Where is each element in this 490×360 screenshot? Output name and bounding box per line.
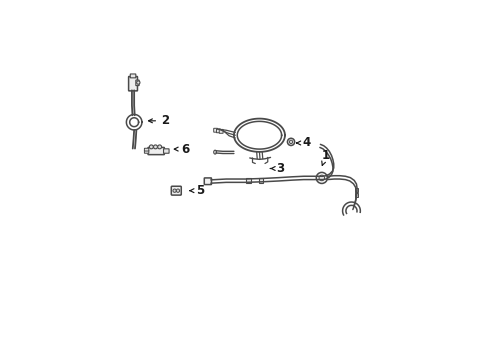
Circle shape (158, 145, 162, 149)
Bar (355, 193, 358, 197)
FancyBboxPatch shape (204, 178, 212, 185)
Circle shape (153, 145, 157, 149)
Bar (259, 177, 263, 183)
Ellipse shape (214, 150, 217, 154)
Bar (246, 177, 250, 183)
Text: 3: 3 (270, 162, 284, 175)
FancyBboxPatch shape (164, 149, 169, 153)
FancyBboxPatch shape (214, 128, 218, 132)
Circle shape (288, 138, 294, 145)
FancyBboxPatch shape (148, 148, 164, 155)
FancyBboxPatch shape (219, 129, 223, 133)
Text: 1: 1 (322, 149, 330, 165)
Circle shape (137, 81, 140, 84)
FancyBboxPatch shape (217, 129, 221, 133)
Circle shape (290, 140, 293, 144)
Circle shape (319, 175, 324, 181)
FancyBboxPatch shape (130, 74, 136, 78)
FancyBboxPatch shape (145, 150, 149, 153)
Circle shape (149, 145, 153, 149)
Text: 5: 5 (190, 184, 204, 197)
Bar (355, 188, 358, 192)
FancyBboxPatch shape (172, 186, 181, 195)
Circle shape (316, 172, 327, 184)
FancyBboxPatch shape (145, 148, 149, 151)
Text: 2: 2 (148, 114, 169, 127)
FancyBboxPatch shape (128, 76, 138, 91)
Text: 6: 6 (174, 143, 190, 156)
Text: 4: 4 (296, 136, 311, 149)
FancyBboxPatch shape (136, 80, 139, 86)
Circle shape (176, 189, 180, 192)
Circle shape (173, 189, 176, 192)
